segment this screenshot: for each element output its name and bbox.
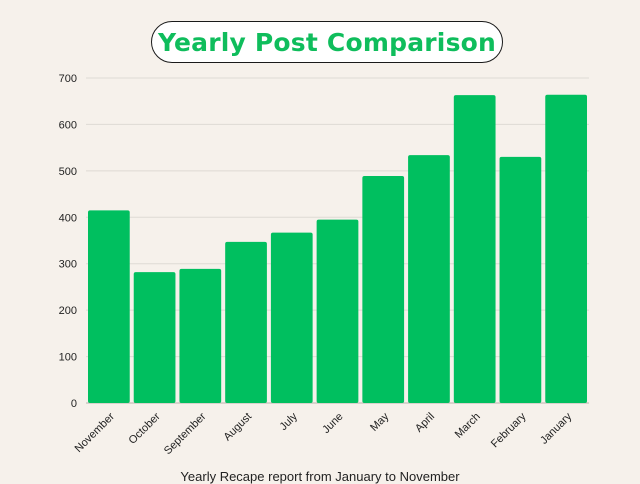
x-tick-label: March	[453, 411, 483, 441]
bar-september	[179, 268, 222, 403]
y-axis-ticks: 0 100 200 300 400 500 600 700	[59, 73, 77, 410]
x-tick-label: September	[162, 410, 209, 457]
bar-july	[270, 232, 313, 403]
x-axis-labels: November October September August July June Ma…	[73, 410, 575, 457]
bar-february	[499, 156, 542, 403]
x-tick-label: April	[413, 411, 437, 435]
bar-january	[545, 94, 587, 403]
y-tick-label: 600	[59, 119, 77, 131]
y-tick-label: 700	[59, 73, 77, 85]
x-tick-label: July	[278, 410, 301, 433]
bar-march	[453, 95, 496, 403]
x-tick-label: February	[489, 410, 529, 450]
y-tick-label: 400	[59, 212, 77, 224]
bar-may	[362, 175, 405, 403]
y-tick-label: 100	[59, 352, 77, 364]
y-tick-label: 300	[59, 259, 77, 271]
x-tick-label: November	[73, 410, 118, 455]
bars	[88, 94, 587, 403]
y-tick-label: 500	[59, 166, 77, 178]
y-tick-label: 200	[59, 305, 77, 317]
x-tick-label: October	[127, 410, 163, 446]
bar-april	[408, 155, 450, 403]
chart-title-box: Yearly Post Comparison	[151, 21, 503, 63]
bar-august	[225, 241, 267, 403]
x-tick-label: May	[368, 410, 392, 434]
y-tick-label: 0	[71, 398, 77, 410]
x-tick-label: June	[320, 411, 345, 436]
bar-november	[88, 210, 130, 403]
x-tick-label: January	[538, 410, 575, 447]
x-tick-label: August	[221, 411, 254, 444]
bar-october	[133, 272, 176, 403]
chart-title: Yearly Post Comparison	[157, 27, 497, 57]
chart-caption: Yearly Recape report from January to Nov…	[180, 469, 460, 484]
bar-june	[316, 219, 359, 403]
